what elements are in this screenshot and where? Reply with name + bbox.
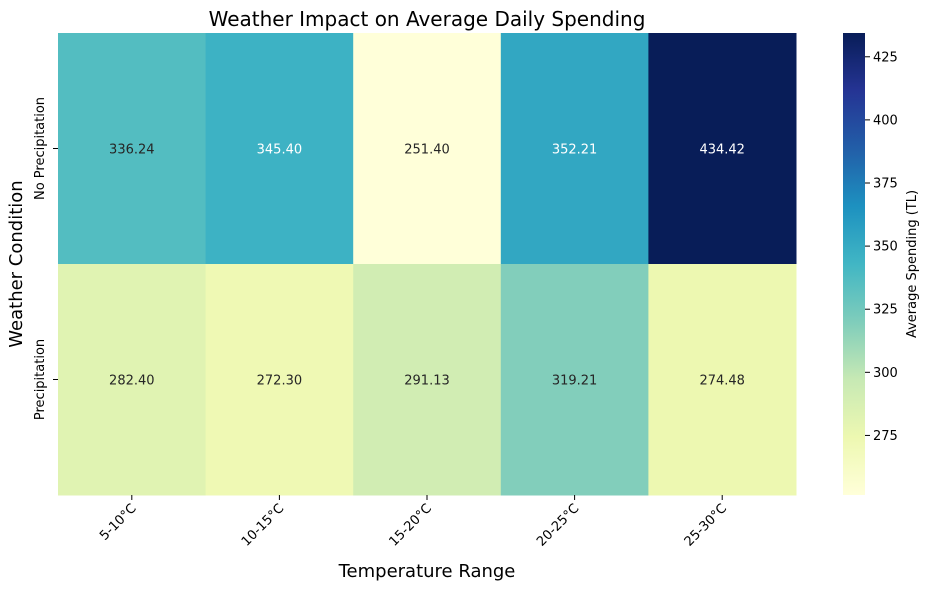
cell-value-label: 434.42	[699, 143, 745, 158]
heatmap-cells	[58, 33, 797, 496]
colorbar-tick-label: 275	[873, 429, 898, 444]
cell-value-label: 274.48	[699, 374, 745, 389]
cell-value-label: 319.21	[552, 374, 598, 389]
heatmap-cell	[500, 264, 649, 496]
x-tick-label: 25-30°C	[682, 501, 730, 549]
heatmap-value-labels: 336.24 345.40 251.40 352.21 434.42 282.40 272.…	[109, 143, 745, 389]
colorbar-tick-label: 350	[873, 240, 898, 255]
heatmap-cell	[353, 264, 502, 496]
colorbar-label: Average Spending (TL)	[905, 190, 920, 338]
heatmap-cell	[648, 33, 797, 265]
x-tick-label: 5-10°C	[97, 501, 139, 543]
cell-value-label: 352.21	[552, 143, 598, 158]
cell-value-label: 282.40	[109, 374, 155, 389]
x-tick-label: 15-20°C	[386, 501, 434, 549]
colorbar-ticks: 275 300 325 350 375 400 425	[865, 50, 898, 444]
heatmap-cell	[500, 33, 649, 265]
x-axis-label: Temperature Range	[338, 561, 516, 582]
colorbar-tick-label: 425	[873, 50, 898, 65]
heatmap-cell	[58, 264, 207, 496]
heatmap-cell	[353, 33, 502, 265]
heatmap-cell	[58, 33, 207, 265]
cell-value-label: 345.40	[257, 143, 303, 158]
colorbar	[843, 33, 865, 495]
cell-value-label: 272.30	[257, 374, 303, 389]
x-tick-label: 10-15°C	[239, 501, 287, 549]
y-axis-label: Weather Condition	[6, 180, 27, 347]
cell-value-label: 251.40	[404, 143, 450, 158]
colorbar-tick-label: 375	[873, 176, 898, 191]
colorbar-tick-label: 400	[873, 113, 898, 128]
cell-value-label: 336.24	[109, 143, 155, 158]
cell-value-label: 291.13	[404, 374, 450, 389]
heatmap-cell	[648, 264, 797, 496]
x-axis: 5-10°C 10-15°C 15-20°C 20-25°C 25-30°C	[97, 495, 730, 550]
y-tick-label: Precipitation	[33, 339, 48, 420]
x-tick-label: 20-25°C	[534, 501, 582, 549]
colorbar-tick-label: 300	[873, 366, 898, 381]
heatmap-cell	[205, 264, 354, 496]
y-axis: No Precipitation Precipitation	[33, 97, 58, 420]
y-tick-label: No Precipitation	[33, 97, 48, 200]
heatmap-cell	[205, 33, 354, 265]
colorbar-tick-label: 325	[873, 303, 898, 318]
chart-title: Weather Impact on Average Daily Spending	[209, 7, 646, 31]
